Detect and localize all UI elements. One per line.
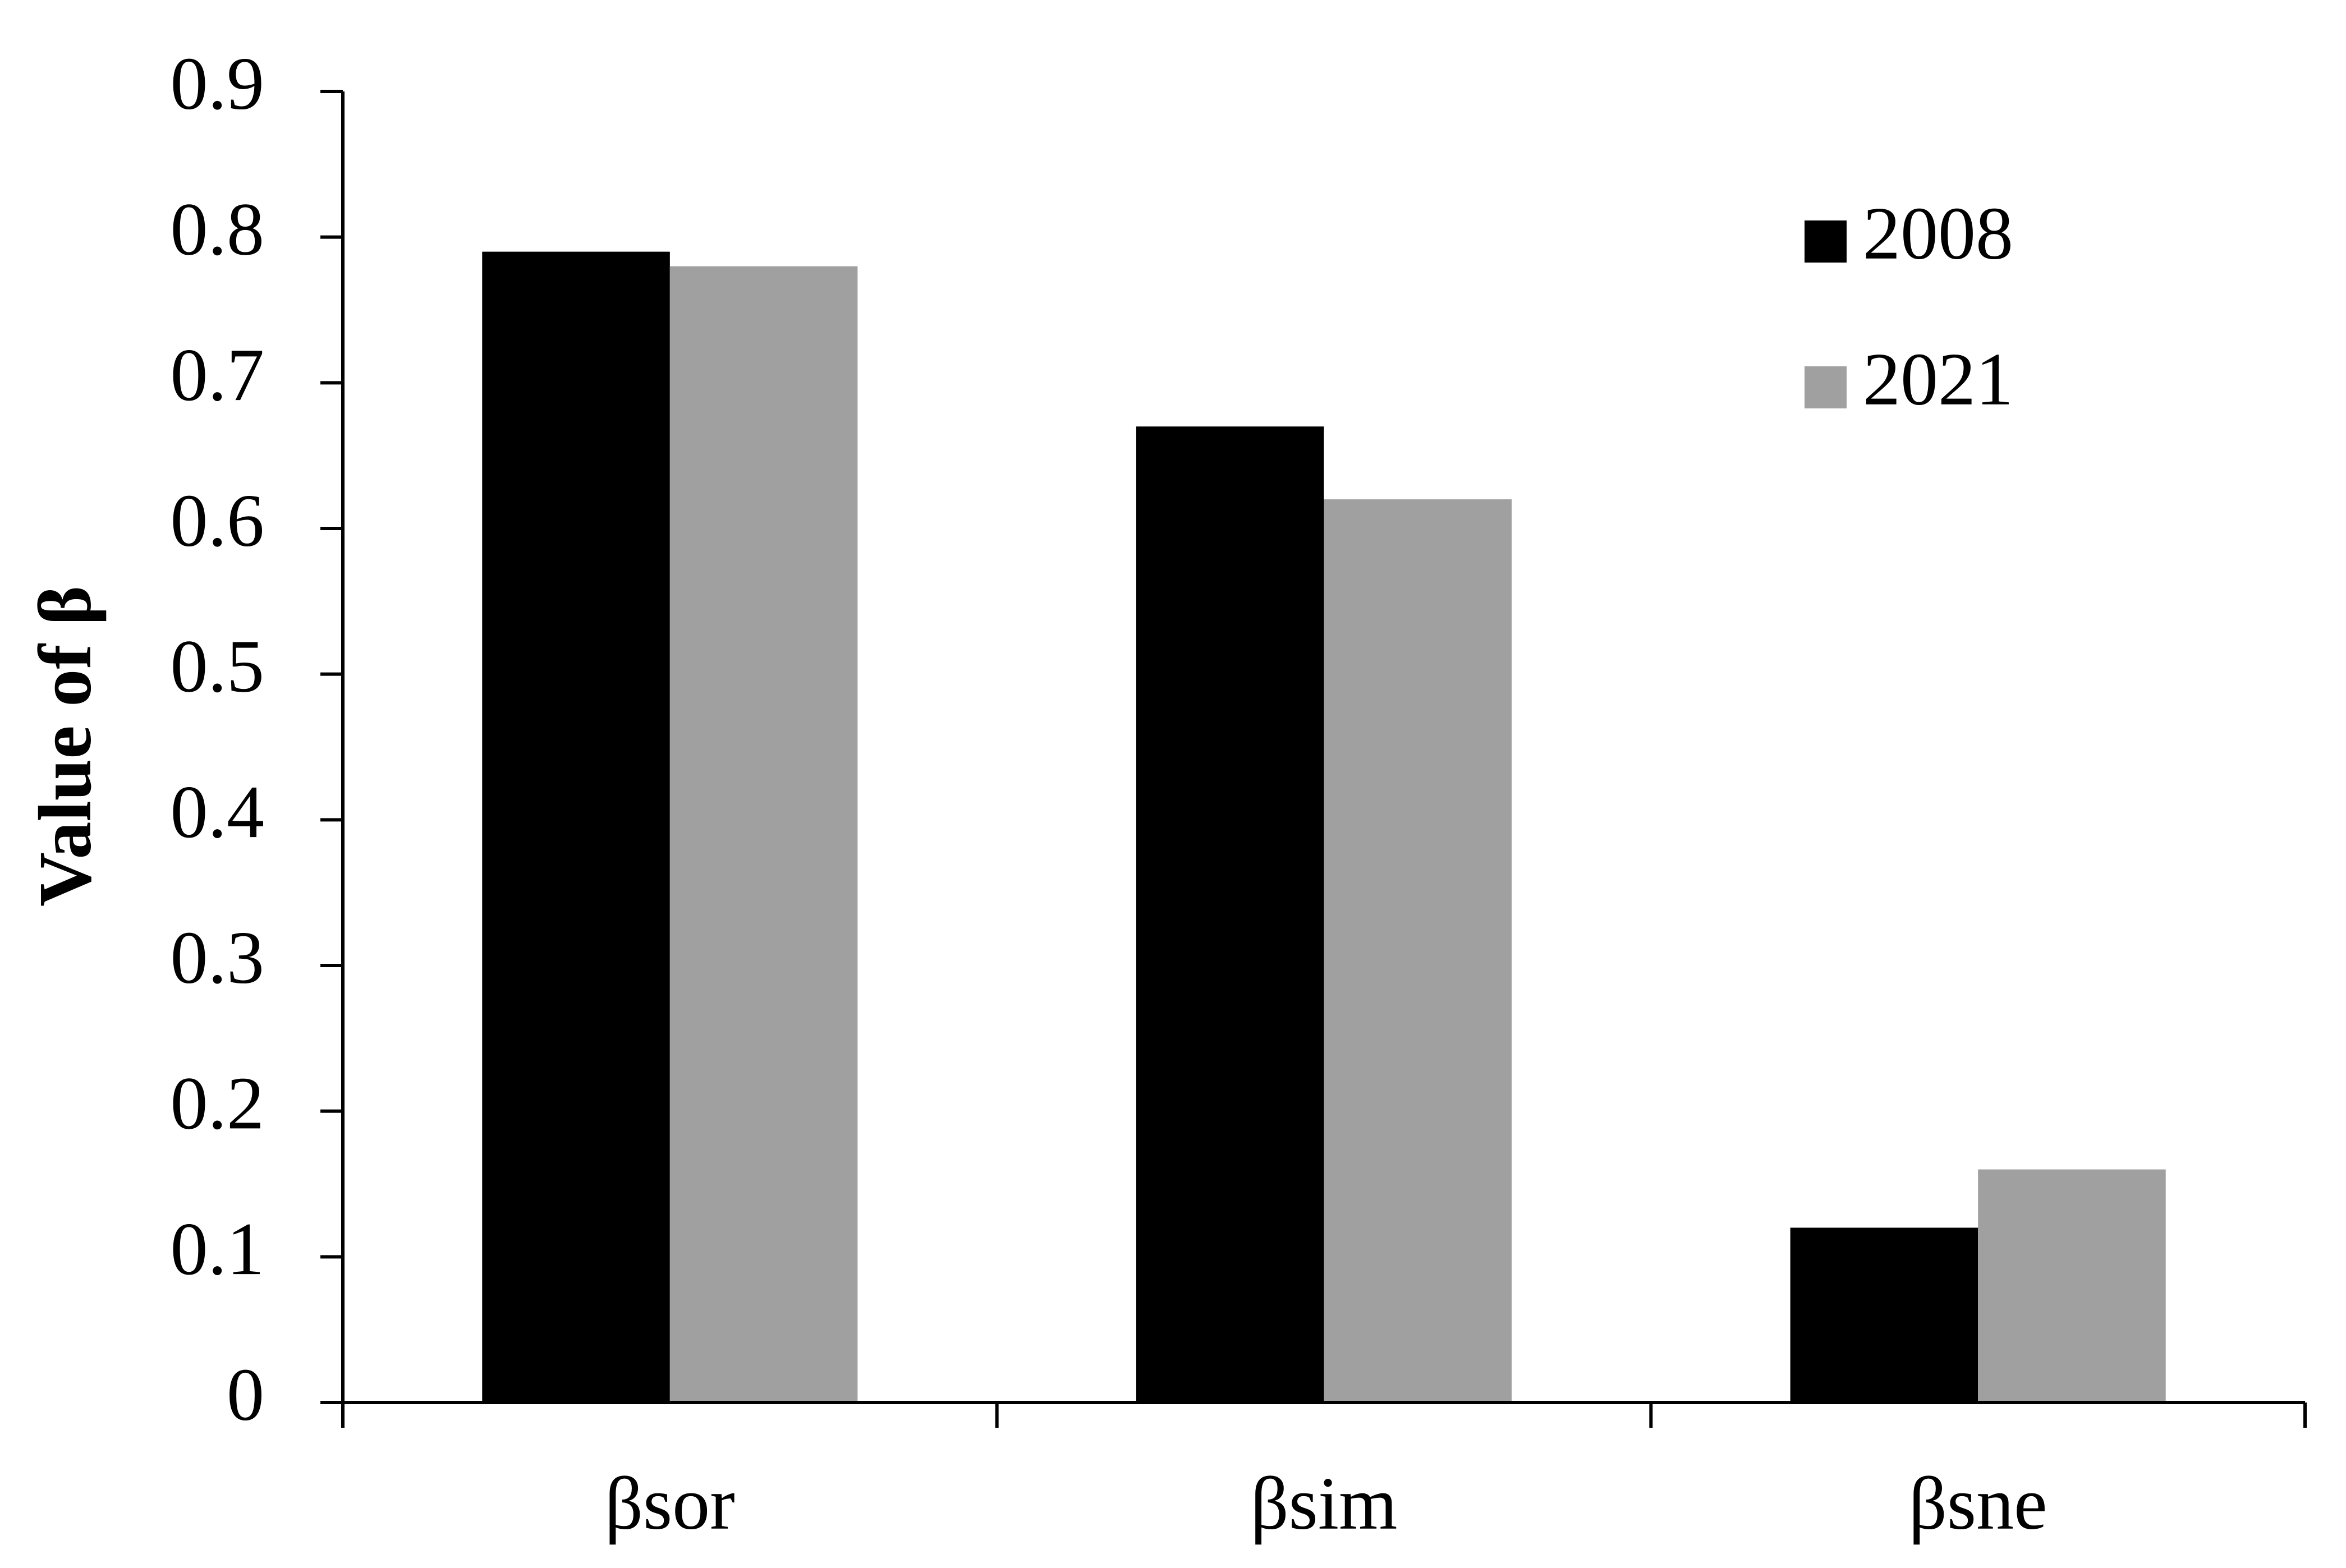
y-tick-label: 0 bbox=[227, 1353, 264, 1436]
y-tick-label: 0.4 bbox=[171, 770, 265, 853]
x-tick-label: βsne bbox=[1909, 1462, 2047, 1545]
y-tick-label: 0.8 bbox=[171, 187, 265, 270]
bar bbox=[482, 251, 670, 1403]
bar bbox=[1978, 1169, 2166, 1403]
bar bbox=[669, 266, 858, 1403]
bar bbox=[1790, 1227, 1978, 1403]
bar bbox=[1136, 426, 1324, 1403]
x-tick-label: βsor bbox=[605, 1462, 735, 1545]
y-tick-label: 0.5 bbox=[171, 624, 265, 707]
y-axis-label: Value of β bbox=[24, 586, 107, 907]
y-tick-label: 0.9 bbox=[171, 42, 265, 125]
legend-label: 2008 bbox=[1863, 192, 2013, 275]
legend-swatch bbox=[1805, 366, 1847, 408]
x-tick-label: βsim bbox=[1251, 1462, 1398, 1545]
y-tick-label: 0.1 bbox=[171, 1207, 265, 1290]
y-tick-label: 0.6 bbox=[171, 479, 265, 562]
y-tick-label: 0.3 bbox=[171, 916, 265, 999]
y-tick-label: 0.7 bbox=[171, 333, 265, 416]
y-tick-label: 0.2 bbox=[171, 1061, 265, 1144]
bar bbox=[1324, 499, 1512, 1403]
legend-label: 2021 bbox=[1863, 338, 2013, 421]
legend-swatch bbox=[1805, 220, 1847, 263]
